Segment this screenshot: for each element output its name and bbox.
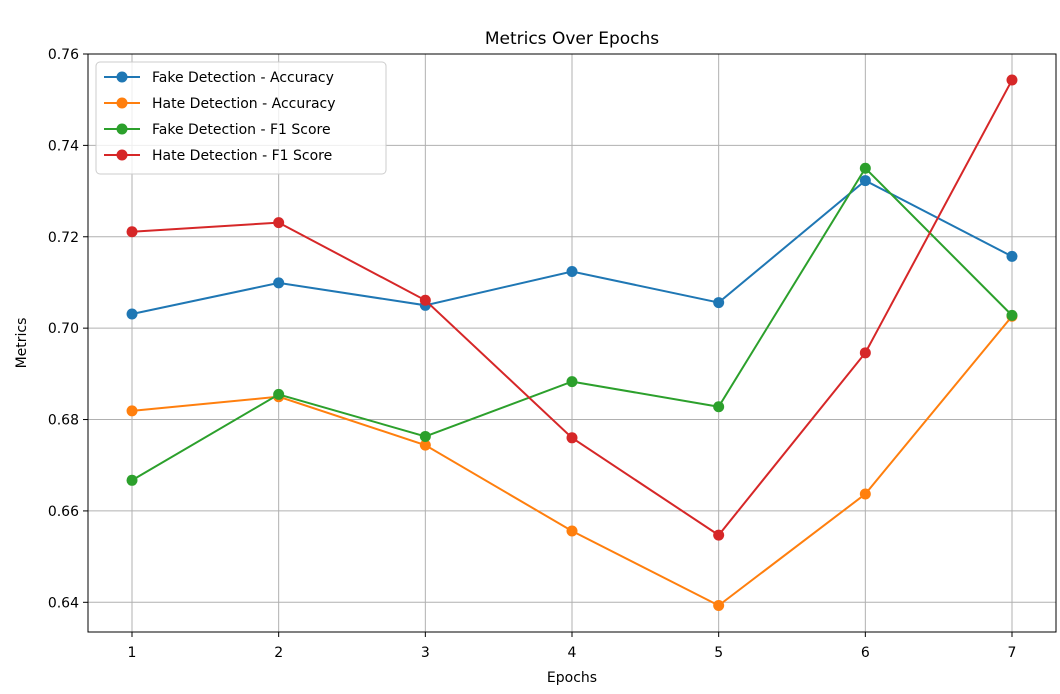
y-tick-label: 0.64 bbox=[48, 595, 79, 611]
y-tick-label: 0.66 bbox=[48, 504, 79, 520]
legend: Fake Detection - Accuracy Hate Detection … bbox=[95, 61, 387, 175]
data-point bbox=[859, 162, 871, 174]
x-tick-label: 3 bbox=[421, 645, 430, 661]
data-point bbox=[1006, 309, 1018, 321]
legend-marker bbox=[116, 149, 128, 161]
data-point bbox=[859, 347, 871, 359]
legend-label: Fake Detection - F1 Score bbox=[152, 122, 331, 138]
data-point bbox=[419, 430, 431, 442]
y-axis: 0.64 0.66 0.68 0.70 0.72 0.74 0.76 bbox=[48, 47, 88, 611]
chart-title: Metrics Over Epochs bbox=[485, 29, 659, 49]
data-point bbox=[273, 277, 285, 289]
data-point bbox=[419, 439, 431, 451]
series-3 bbox=[126, 162, 1018, 486]
x-tick-label: 7 bbox=[1008, 645, 1017, 661]
y-tick-label: 0.74 bbox=[48, 138, 79, 154]
series-4 bbox=[126, 74, 1018, 541]
y-tick-label: 0.72 bbox=[48, 230, 79, 246]
y-tick-label: 0.70 bbox=[48, 321, 79, 337]
data-point bbox=[713, 297, 725, 309]
data-point bbox=[419, 294, 431, 306]
legend-item-2: Hate Detection - Accuracy bbox=[104, 96, 336, 112]
legend-item-1: Fake Detection - Accuracy bbox=[104, 70, 334, 86]
data-point bbox=[1006, 74, 1018, 86]
data-point bbox=[126, 474, 138, 486]
data-point bbox=[566, 376, 578, 388]
legend-marker bbox=[116, 123, 128, 135]
x-axis: 1 2 3 4 5 6 7 bbox=[128, 632, 1017, 661]
y-tick-label: 0.76 bbox=[48, 47, 79, 63]
legend-item-3: Fake Detection - F1 Score bbox=[104, 122, 331, 138]
x-tick-label: 1 bbox=[128, 645, 137, 661]
data-point bbox=[273, 217, 285, 229]
legend-box bbox=[95, 61, 387, 175]
data-point bbox=[859, 175, 871, 187]
data-point bbox=[126, 226, 138, 238]
x-tick-label: 5 bbox=[714, 645, 723, 661]
data-point bbox=[566, 265, 578, 277]
legend-item-4: Hate Detection - F1 Score bbox=[104, 148, 332, 164]
data-point bbox=[859, 488, 871, 500]
x-axis-label: Epochs bbox=[547, 670, 597, 686]
legend-label: Hate Detection - Accuracy bbox=[152, 96, 336, 112]
data-point bbox=[713, 529, 725, 541]
y-axis-label: Metrics bbox=[14, 318, 30, 369]
legend-marker bbox=[116, 97, 128, 109]
legend-label: Hate Detection - F1 Score bbox=[152, 148, 332, 164]
data-point bbox=[566, 432, 578, 444]
data-point bbox=[273, 388, 285, 400]
data-point bbox=[126, 308, 138, 320]
legend-marker bbox=[116, 71, 128, 83]
series-layer bbox=[126, 74, 1018, 611]
legend-label: Fake Detection - Accuracy bbox=[152, 70, 334, 86]
x-tick-label: 2 bbox=[274, 645, 283, 661]
x-tick-label: 4 bbox=[568, 645, 577, 661]
data-point bbox=[566, 525, 578, 537]
data-point bbox=[126, 405, 138, 417]
y-tick-label: 0.68 bbox=[48, 413, 79, 429]
data-point bbox=[1006, 250, 1018, 262]
data-point bbox=[713, 599, 725, 611]
data-point bbox=[713, 401, 725, 413]
x-tick-label: 6 bbox=[861, 645, 870, 661]
